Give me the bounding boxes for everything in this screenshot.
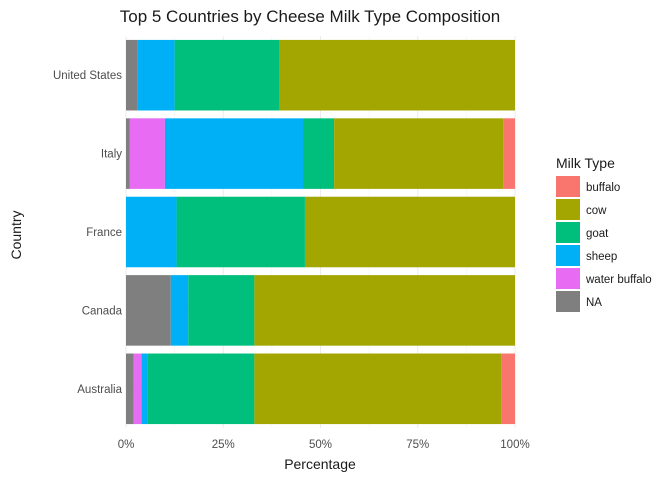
bar-segment-goat xyxy=(302,118,335,189)
bar-segment-water-buffalo xyxy=(129,118,165,189)
x-tick-label: 25% xyxy=(212,439,235,451)
bar-segment-goat xyxy=(176,196,305,268)
legend-label: sheep xyxy=(586,251,617,263)
x-axis-ticks: 0% 25% 50% 75% 100% xyxy=(118,439,530,451)
legend-label: cow xyxy=(586,205,607,217)
x-axis-title: Percentage xyxy=(284,456,356,472)
y-tick-label: Canada xyxy=(82,305,123,317)
legend: Milk Type buffalo cow goat sheep water buffa… xyxy=(556,155,652,312)
bar-segment-cow xyxy=(254,353,502,425)
bar-segment-sheep xyxy=(126,196,177,268)
legend-key xyxy=(556,245,580,266)
legend-key xyxy=(556,199,580,220)
y-axis-ticks: United States Italy France Canada Australia xyxy=(53,70,123,396)
legend-key xyxy=(556,222,580,243)
legend-key xyxy=(556,291,580,312)
y-tick-label: United States xyxy=(53,70,122,82)
bar-segment-goat xyxy=(147,353,255,425)
bar-segment-sheep xyxy=(170,275,189,346)
bar-segment-na xyxy=(126,39,138,111)
bar-segment-goat xyxy=(174,39,280,111)
bar-segment-sheep xyxy=(164,118,303,189)
bars xyxy=(126,39,515,425)
legend-title: Milk Type xyxy=(556,155,615,171)
bar-segment-sheep xyxy=(137,39,175,111)
legend-key xyxy=(556,176,580,197)
bar-segment-buffalo xyxy=(501,353,515,425)
y-tick-label: Australia xyxy=(77,384,122,396)
x-tick-label: 50% xyxy=(309,439,332,451)
bar-segment-na xyxy=(126,275,171,346)
bar-segment-cow xyxy=(304,196,515,268)
bar-segment-sheep xyxy=(141,353,148,425)
y-tick-label: France xyxy=(86,227,122,239)
legend-label: water buffalo xyxy=(585,274,652,286)
bar-segment-buffalo xyxy=(503,118,515,189)
bar-segment-na xyxy=(126,118,130,189)
x-tick-label: 75% xyxy=(406,439,429,451)
bar-segment-cow xyxy=(279,39,515,111)
legend-label: NA xyxy=(586,297,602,309)
y-axis-title: Country xyxy=(8,210,24,259)
x-tick-label: 0% xyxy=(118,439,135,451)
bar-segment-cow xyxy=(254,275,515,346)
x-tick-label: 100% xyxy=(500,439,529,451)
legend-key xyxy=(556,268,580,289)
bar-segment-goat xyxy=(188,275,255,346)
bar-segment-na xyxy=(126,353,134,425)
legend-label: buffalo xyxy=(586,182,620,194)
bar-segment-cow xyxy=(334,118,504,189)
y-tick-label: Italy xyxy=(101,149,122,161)
chart-title: Top 5 Countries by Cheese Milk Type Comp… xyxy=(120,7,500,26)
legend-label: goat xyxy=(586,228,609,240)
bar-segment-water-buffalo xyxy=(133,353,142,425)
